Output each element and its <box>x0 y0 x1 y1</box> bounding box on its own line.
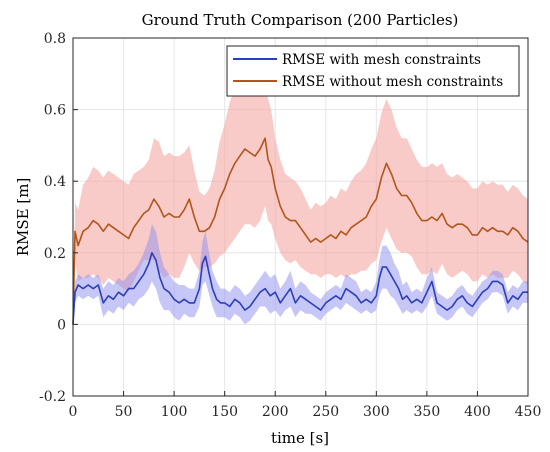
chart-title: Ground Truth Comparison (200 Particles) <box>142 11 459 29</box>
band-without-mesh <box>73 70 528 325</box>
legend-label-with-mesh: RMSE with mesh constraints <box>282 52 481 68</box>
y-tick-label: 0.2 <box>44 246 66 262</box>
band-with-mesh <box>73 224 528 325</box>
x-tick-label: 250 <box>312 404 339 420</box>
plot-frame <box>72 37 529 397</box>
y-tick-label: 0.6 <box>44 103 66 119</box>
series-lines <box>72 137 529 325</box>
line-with-mesh <box>72 252 528 325</box>
x-axis-label: time [s] <box>271 429 329 447</box>
x-tick-label: 350 <box>414 404 441 420</box>
x-tick-label: 300 <box>363 404 390 420</box>
x-axis-ticks: 0 50 100 150 200 250 300 350 400 450 <box>69 391 542 420</box>
x-tick-label: 200 <box>262 404 289 420</box>
x-tick-label: 50 <box>115 404 133 420</box>
legend: RMSE with mesh constraints RMSE without … <box>226 45 520 97</box>
y-axis-label: RMSE [m] <box>14 178 32 257</box>
error-bands <box>73 70 528 325</box>
x-tick-label: 450 <box>515 404 542 420</box>
x-tick-label: 150 <box>211 404 238 420</box>
y-axis-ticks: -0.2 0 0.2 0.4 0.6 0.8 <box>39 31 78 405</box>
legend-label-without-mesh: RMSE without mesh constraints <box>282 74 503 90</box>
y-tick-label: 0.4 <box>44 174 66 190</box>
y-tick-label: 0.8 <box>44 31 66 47</box>
line-without-mesh <box>72 137 529 325</box>
x-tick-label: 100 <box>161 404 188 420</box>
x-tick-label: 0 <box>69 404 78 420</box>
y-tick-label: -0.2 <box>39 389 66 405</box>
x-tick-label: 400 <box>464 404 491 420</box>
y-tick-label: 0 <box>57 317 66 333</box>
legend-box <box>226 45 520 97</box>
